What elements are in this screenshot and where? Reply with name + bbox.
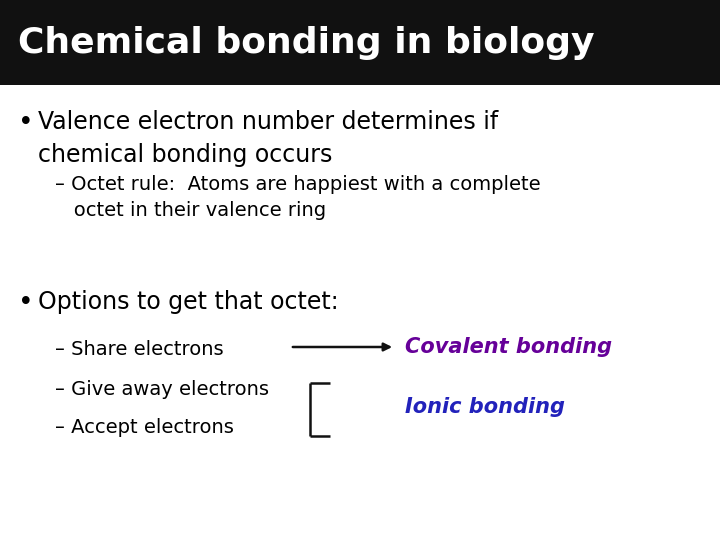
Text: •: • <box>18 110 34 136</box>
Text: Valence electron number determines if
chemical bonding occurs: Valence electron number determines if ch… <box>38 110 498 166</box>
Text: – Accept electrons: – Accept electrons <box>55 418 234 437</box>
Text: – Give away electrons: – Give away electrons <box>55 380 269 399</box>
Text: Ionic bonding: Ionic bonding <box>405 397 565 417</box>
Text: •: • <box>18 290 34 316</box>
Text: – Share electrons: – Share electrons <box>55 340 224 359</box>
Text: Covalent bonding: Covalent bonding <box>405 337 612 357</box>
Bar <box>0 0 720 85</box>
Text: – Octet rule:  Atoms are happiest with a complete
   octet in their valence ring: – Octet rule: Atoms are happiest with a … <box>55 175 541 220</box>
Text: Chemical bonding in biology: Chemical bonding in biology <box>18 25 595 59</box>
Text: Options to get that octet:: Options to get that octet: <box>38 290 338 314</box>
